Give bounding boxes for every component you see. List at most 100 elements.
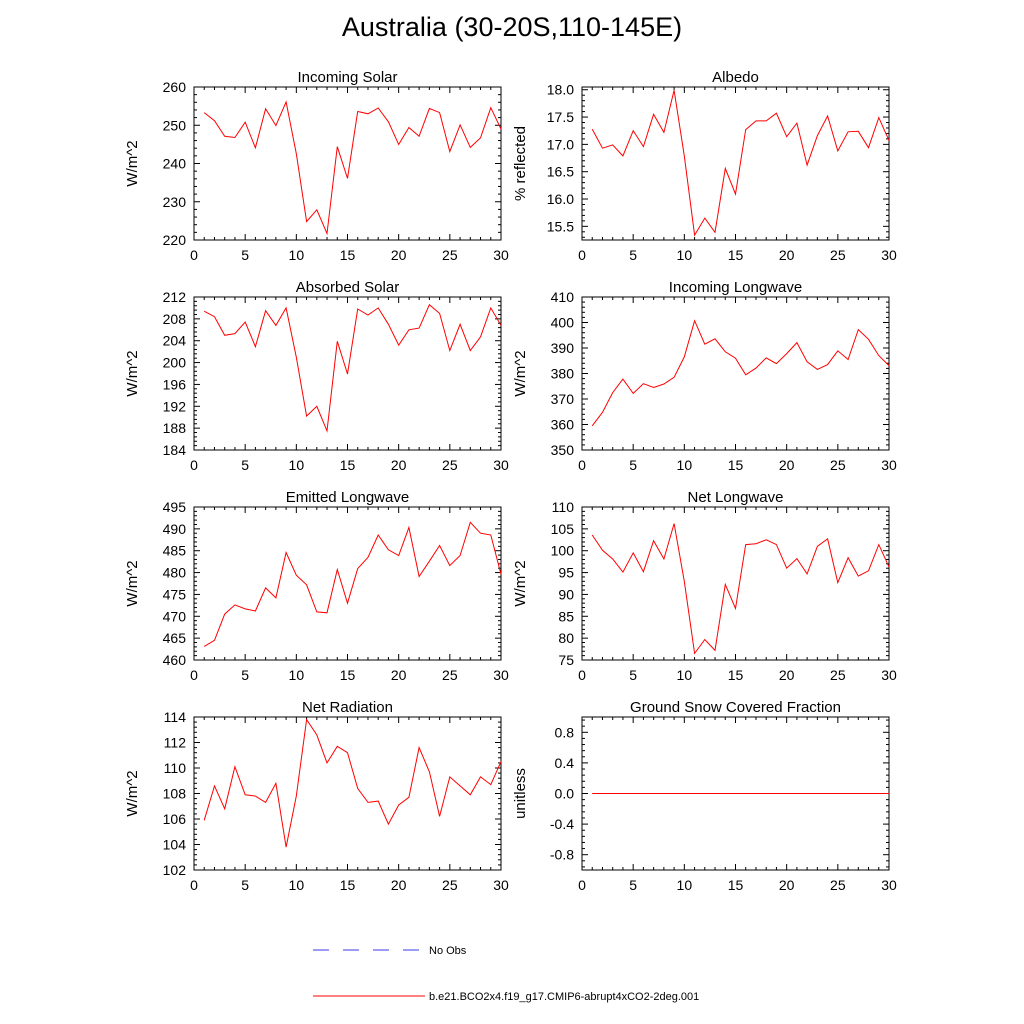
y-tick-label: 17.0 — [547, 136, 574, 152]
x-tick-label: 15 — [728, 457, 744, 473]
y-axis-label: W/m^2 — [124, 560, 141, 606]
panel-4: Incoming Longwave W/m^2 0 5 10 15 20 25 30 350 360… — [512, 279, 897, 473]
y-tick-label: 104 — [163, 837, 187, 853]
panel-8: Ground Snow Covered Fraction unitless 0 5 10… — [512, 699, 897, 893]
x-tick-label: 15 — [728, 877, 744, 893]
panel-7: Net Radiation W/m^2 0 5 10 15 20 25 30 102 104 106 1… — [124, 699, 509, 893]
y-tick-label: 370 — [551, 391, 575, 407]
x-tick-label: 25 — [830, 877, 846, 893]
y-tick-label: 0.8 — [555, 724, 575, 740]
y-tick-label: 110 — [552, 499, 575, 515]
series-line-1 — [591, 319, 890, 427]
x-tick-label: 0 — [190, 667, 198, 683]
y-tick-label: 196 — [163, 376, 187, 392]
y-tick-label: 17.5 — [547, 109, 574, 125]
panel-6: Net Longwave W/m^2 0 5 10 15 20 25 30 75 80 85 90 95 1… — [512, 489, 897, 683]
y-tick-label: 192 — [163, 398, 187, 414]
x-tick-label: 5 — [241, 667, 249, 683]
y-tick-label: 16.0 — [547, 191, 574, 207]
y-tick-label: 220 — [163, 232, 187, 248]
x-tick-label: 0 — [578, 877, 586, 893]
x-tick-label: 20 — [779, 877, 795, 893]
x-tick-label: 30 — [493, 457, 509, 473]
panel-title: Net Radiation — [302, 699, 393, 716]
y-tick-label: 495 — [163, 499, 187, 515]
x-tick-label: 10 — [677, 667, 693, 683]
panels-group: Incoming Solar W/m^2 0 5 10 15 20 25 30 220 230 240… — [124, 69, 897, 893]
y-tick-label: 240 — [163, 156, 187, 172]
y-tick-label: 250 — [163, 117, 187, 133]
x-tick-label: 30 — [881, 457, 897, 473]
x-tick-label: 20 — [391, 247, 407, 263]
x-tick-label: 15 — [340, 247, 356, 263]
x-tick-label: 25 — [442, 877, 458, 893]
x-tick-label: 10 — [289, 457, 305, 473]
y-tick-label: 212 — [163, 289, 187, 305]
x-tick-label: 30 — [493, 877, 509, 893]
x-tick-label: 30 — [493, 247, 509, 263]
y-tick-label: 85 — [558, 608, 574, 624]
y-tick-label: 360 — [551, 417, 575, 433]
plot-frame — [581, 506, 890, 661]
panel-title: Absorbed Solar — [296, 279, 399, 296]
y-tick-label: 16.5 — [547, 164, 574, 180]
x-tick-label: 20 — [391, 877, 407, 893]
x-tick-label: 30 — [881, 877, 897, 893]
x-tick-label: 0 — [190, 457, 198, 473]
series-line-1 — [203, 521, 502, 647]
y-tick-label: 460 — [163, 652, 187, 668]
x-tick-label: 10 — [677, 457, 693, 473]
y-tick-label: 485 — [163, 543, 187, 559]
y-tick-label: 18.0 — [547, 82, 574, 98]
plot-frame — [193, 506, 502, 661]
plot-frame — [581, 86, 890, 241]
x-tick-label: 10 — [289, 667, 305, 683]
panel-title: Incoming Longwave — [669, 279, 802, 296]
x-tick-label: 25 — [442, 247, 458, 263]
legend-obs-label: No Obs — [429, 945, 467, 957]
y-tick-label: 350 — [551, 442, 575, 458]
y-tick-label: 230 — [163, 194, 187, 210]
x-tick-label: 5 — [629, 877, 637, 893]
y-tick-label: 184 — [163, 442, 187, 458]
panel-title: Emitted Longwave — [286, 489, 409, 506]
y-tick-label: 410 — [551, 289, 575, 305]
y-tick-label: 102 — [163, 862, 187, 878]
x-tick-label: 20 — [391, 457, 407, 473]
y-tick-label: 108 — [163, 786, 187, 802]
y-tick-label: 470 — [163, 608, 187, 624]
y-tick-label: 75 — [558, 652, 574, 668]
y-tick-label: 390 — [551, 340, 575, 356]
y-tick-label: 100 — [551, 543, 575, 559]
plot-frame — [581, 296, 890, 451]
y-axis-label: W/m^2 — [512, 560, 529, 606]
panel-1: Incoming Solar W/m^2 0 5 10 15 20 25 30 220 230 240… — [124, 69, 509, 263]
x-tick-label: 5 — [241, 457, 249, 473]
x-tick-label: 5 — [241, 877, 249, 893]
x-tick-label: 20 — [779, 457, 795, 473]
y-tick-label: 95 — [558, 565, 574, 581]
y-axis-label: W/m^2 — [512, 350, 529, 396]
x-tick-label: 10 — [677, 247, 693, 263]
y-tick-label: 200 — [163, 355, 187, 371]
x-tick-label: 0 — [578, 457, 586, 473]
figure-title: Australia (30-20S,110-145E) — [341, 12, 683, 42]
x-tick-label: 20 — [391, 667, 407, 683]
y-tick-label: 110 — [164, 760, 187, 776]
x-tick-label: 10 — [677, 877, 693, 893]
panel-title: Net Longwave — [688, 489, 784, 506]
y-tick-label: 90 — [558, 586, 574, 602]
x-tick-label: 25 — [830, 247, 846, 263]
y-tick-label: 400 — [551, 315, 575, 331]
x-tick-label: 10 — [289, 877, 305, 893]
y-tick-label: 114 — [164, 709, 187, 725]
y-tick-label: 204 — [163, 333, 187, 349]
x-tick-label: 0 — [578, 667, 586, 683]
y-tick-label: 106 — [163, 811, 187, 827]
x-tick-label: 15 — [340, 667, 356, 683]
x-tick-label: 20 — [779, 667, 795, 683]
y-tick-label: 80 — [558, 630, 574, 646]
y-tick-label: 260 — [163, 79, 187, 95]
y-axis-label: W/m^2 — [124, 350, 141, 396]
